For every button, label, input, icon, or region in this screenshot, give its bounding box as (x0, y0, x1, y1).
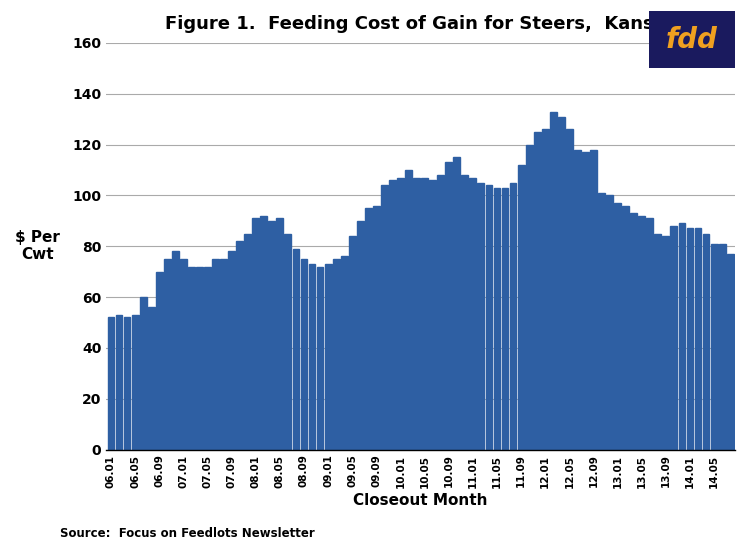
X-axis label: Closeout Month: Closeout Month (353, 493, 488, 508)
Bar (429, 180, 436, 450)
Bar (365, 208, 372, 450)
Bar (662, 236, 669, 450)
Bar (655, 234, 662, 450)
Bar (461, 175, 468, 450)
Bar (268, 221, 275, 450)
Bar (325, 264, 332, 450)
Bar (718, 244, 725, 450)
Bar (164, 259, 171, 450)
Bar (180, 259, 187, 450)
Bar (727, 254, 734, 450)
Bar (308, 264, 316, 450)
Bar (381, 185, 388, 450)
Bar (188, 267, 195, 450)
Bar (236, 241, 243, 450)
Bar (357, 221, 364, 450)
Bar (526, 144, 532, 450)
Bar (711, 244, 718, 450)
Bar (405, 170, 412, 450)
Bar (156, 272, 163, 450)
Bar (550, 112, 556, 450)
Bar (124, 317, 130, 450)
Bar (566, 129, 573, 450)
Bar (333, 259, 340, 450)
Bar (614, 203, 621, 450)
Bar (422, 178, 428, 450)
Bar (204, 267, 211, 450)
Bar (606, 196, 613, 450)
Bar (542, 129, 549, 450)
Bar (107, 317, 115, 450)
Bar (510, 183, 517, 450)
Bar (140, 297, 146, 450)
Bar (116, 315, 122, 450)
Bar (196, 267, 202, 450)
Bar (244, 234, 251, 450)
Title: Figure 1.  Feeding Cost of Gain for Steers,  Kansas: Figure 1. Feeding Cost of Gain for Steer… (165, 15, 676, 33)
Bar (703, 234, 709, 450)
Bar (212, 259, 219, 450)
Bar (478, 183, 484, 450)
Bar (220, 259, 227, 450)
Bar (413, 178, 420, 450)
Bar (389, 180, 396, 450)
Text: fdd: fdd (666, 26, 718, 53)
Bar (260, 216, 267, 450)
Bar (132, 315, 139, 450)
Bar (502, 188, 509, 450)
Bar (630, 213, 637, 450)
Bar (172, 251, 178, 450)
Bar (340, 257, 347, 450)
Bar (582, 152, 589, 450)
Bar (646, 219, 653, 450)
Bar (301, 259, 307, 450)
Bar (590, 150, 597, 450)
Bar (622, 205, 629, 450)
Bar (228, 251, 235, 450)
Y-axis label: $ Per
Cwt: $ Per Cwt (15, 230, 60, 263)
Bar (670, 226, 677, 450)
Bar (638, 216, 645, 450)
Bar (373, 205, 380, 450)
Bar (485, 185, 492, 450)
Text: Source:  Focus on Feedlots Newsletter: Source: Focus on Feedlots Newsletter (60, 526, 315, 540)
Bar (437, 175, 444, 450)
Bar (446, 162, 452, 450)
Bar (686, 228, 694, 450)
Bar (558, 117, 565, 450)
Bar (284, 234, 291, 450)
Bar (349, 236, 355, 450)
Bar (534, 132, 541, 450)
Bar (518, 165, 524, 450)
Bar (453, 158, 460, 450)
Bar (148, 307, 154, 450)
Bar (470, 178, 476, 450)
Bar (397, 178, 404, 450)
Bar (252, 219, 260, 450)
Bar (277, 219, 284, 450)
Bar (316, 267, 323, 450)
Bar (574, 150, 580, 450)
Bar (494, 188, 500, 450)
Bar (694, 228, 701, 450)
Bar (598, 193, 605, 450)
Bar (292, 249, 299, 450)
Bar (679, 223, 686, 450)
